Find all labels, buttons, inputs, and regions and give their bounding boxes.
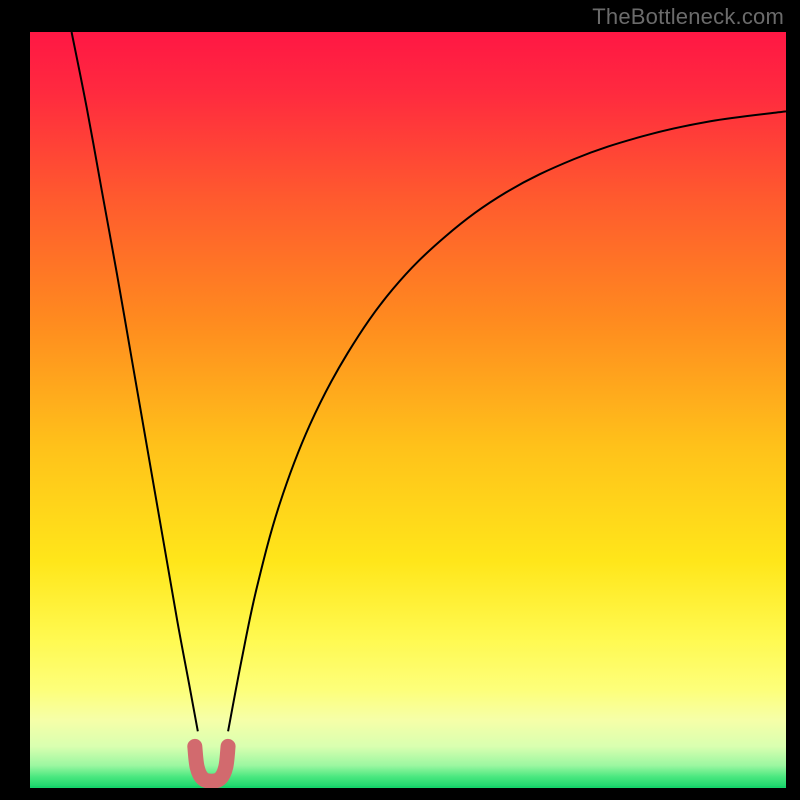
optimal-trough-marker (195, 746, 228, 781)
curve-right-branch (228, 111, 786, 731)
watermark-text: TheBottleneck.com (592, 4, 784, 30)
bottleneck-curve-svg (30, 32, 786, 788)
plot-area (30, 32, 786, 788)
curve-left-branch (72, 32, 198, 731)
